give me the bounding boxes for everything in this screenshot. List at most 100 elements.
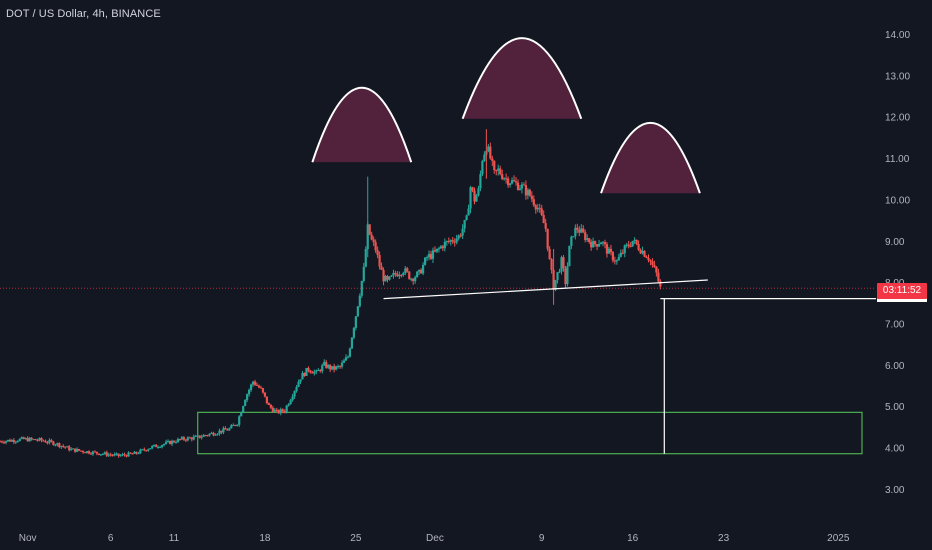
candle-body (331, 366, 334, 370)
candle-body (471, 187, 474, 191)
candle-body (44, 441, 47, 443)
x-tick-label: 18 (259, 533, 271, 544)
candle-body (87, 451, 91, 454)
candle-body (550, 259, 553, 270)
candle-body (420, 269, 423, 274)
candle-body (64, 446, 67, 448)
candle-body (603, 242, 607, 245)
candle-body (190, 437, 193, 440)
candle-body (390, 275, 393, 277)
candle-body (115, 453, 118, 455)
candle-body (240, 412, 243, 417)
right-shoulder-arc (600, 121, 701, 194)
candle-body (447, 241, 450, 243)
candle-body (546, 228, 549, 249)
candle-body (293, 391, 296, 397)
candle-body (333, 366, 336, 370)
candle-body (495, 170, 498, 172)
candle-body (269, 404, 272, 408)
candle-body (653, 264, 656, 267)
candle-body (244, 399, 247, 406)
candle-body (285, 405, 288, 412)
candle-body (568, 245, 571, 267)
x-tick-label: 16 (627, 533, 639, 544)
candle-body (79, 450, 83, 452)
candle-body (514, 181, 518, 183)
candle-body (303, 372, 306, 376)
candle-body (305, 367, 308, 376)
candle-body (465, 215, 468, 221)
candle-body (360, 280, 363, 296)
candle-body (425, 257, 429, 259)
candle-body (184, 439, 187, 441)
candle-body (147, 449, 150, 451)
candle-body (562, 257, 565, 269)
candle-body (463, 220, 466, 229)
candle-body (421, 264, 425, 274)
candle-body (30, 437, 33, 440)
candle-body (336, 366, 340, 368)
candle-body (481, 161, 484, 175)
candle-body (208, 433, 211, 436)
candle-body (164, 441, 168, 444)
candle-body (248, 389, 251, 395)
candle-body (570, 236, 573, 246)
candle-body (418, 269, 421, 272)
candle-body (479, 174, 482, 189)
candle-body (77, 448, 81, 451)
left-shoulder-arc (311, 86, 413, 163)
candle-body (42, 440, 45, 442)
candle-body (157, 446, 160, 448)
candle-body (127, 452, 130, 457)
candle-body (319, 369, 322, 372)
candle-body (593, 241, 597, 245)
candle-body (443, 241, 446, 249)
candle-body (412, 278, 415, 282)
candle-body (222, 428, 225, 433)
candle-body (657, 272, 660, 282)
candle-body (16, 441, 19, 443)
candle-body (560, 257, 563, 272)
candle-body (153, 444, 156, 446)
candle-body (125, 455, 128, 457)
neckline-trendline (383, 279, 708, 300)
candle-body (400, 274, 403, 276)
candle-body (505, 178, 508, 180)
candle-body (548, 248, 551, 260)
candle-body (384, 276, 387, 282)
candle-body (327, 365, 330, 368)
candle-body (91, 451, 95, 455)
candle-body (508, 183, 512, 186)
candle-body (6, 439, 10, 442)
candle-body (528, 189, 531, 196)
candle-body (283, 411, 286, 413)
candle-body (429, 253, 433, 259)
candle-body (273, 409, 276, 412)
x-tick-label: 2025 (827, 533, 850, 544)
candle-body (394, 272, 397, 275)
candle-body (155, 444, 158, 448)
candle-body (590, 242, 593, 248)
candle-body (586, 238, 589, 240)
candle-body (170, 440, 174, 445)
candle-body (503, 178, 506, 180)
candle-body (423, 257, 427, 265)
candle-body (613, 260, 616, 262)
candle-body (101, 453, 104, 455)
candle-body (433, 250, 437, 252)
candle-body (469, 187, 472, 209)
candle-body (645, 256, 648, 258)
candle-body (315, 370, 318, 372)
candle-body (226, 429, 229, 431)
candle-body (372, 239, 375, 243)
candle-body (536, 207, 539, 210)
candle-body (93, 451, 96, 453)
candle-body (388, 276, 391, 280)
candle-body (629, 246, 632, 248)
candle-body (107, 454, 110, 456)
candle-body (526, 189, 529, 196)
candle-body (362, 266, 365, 281)
